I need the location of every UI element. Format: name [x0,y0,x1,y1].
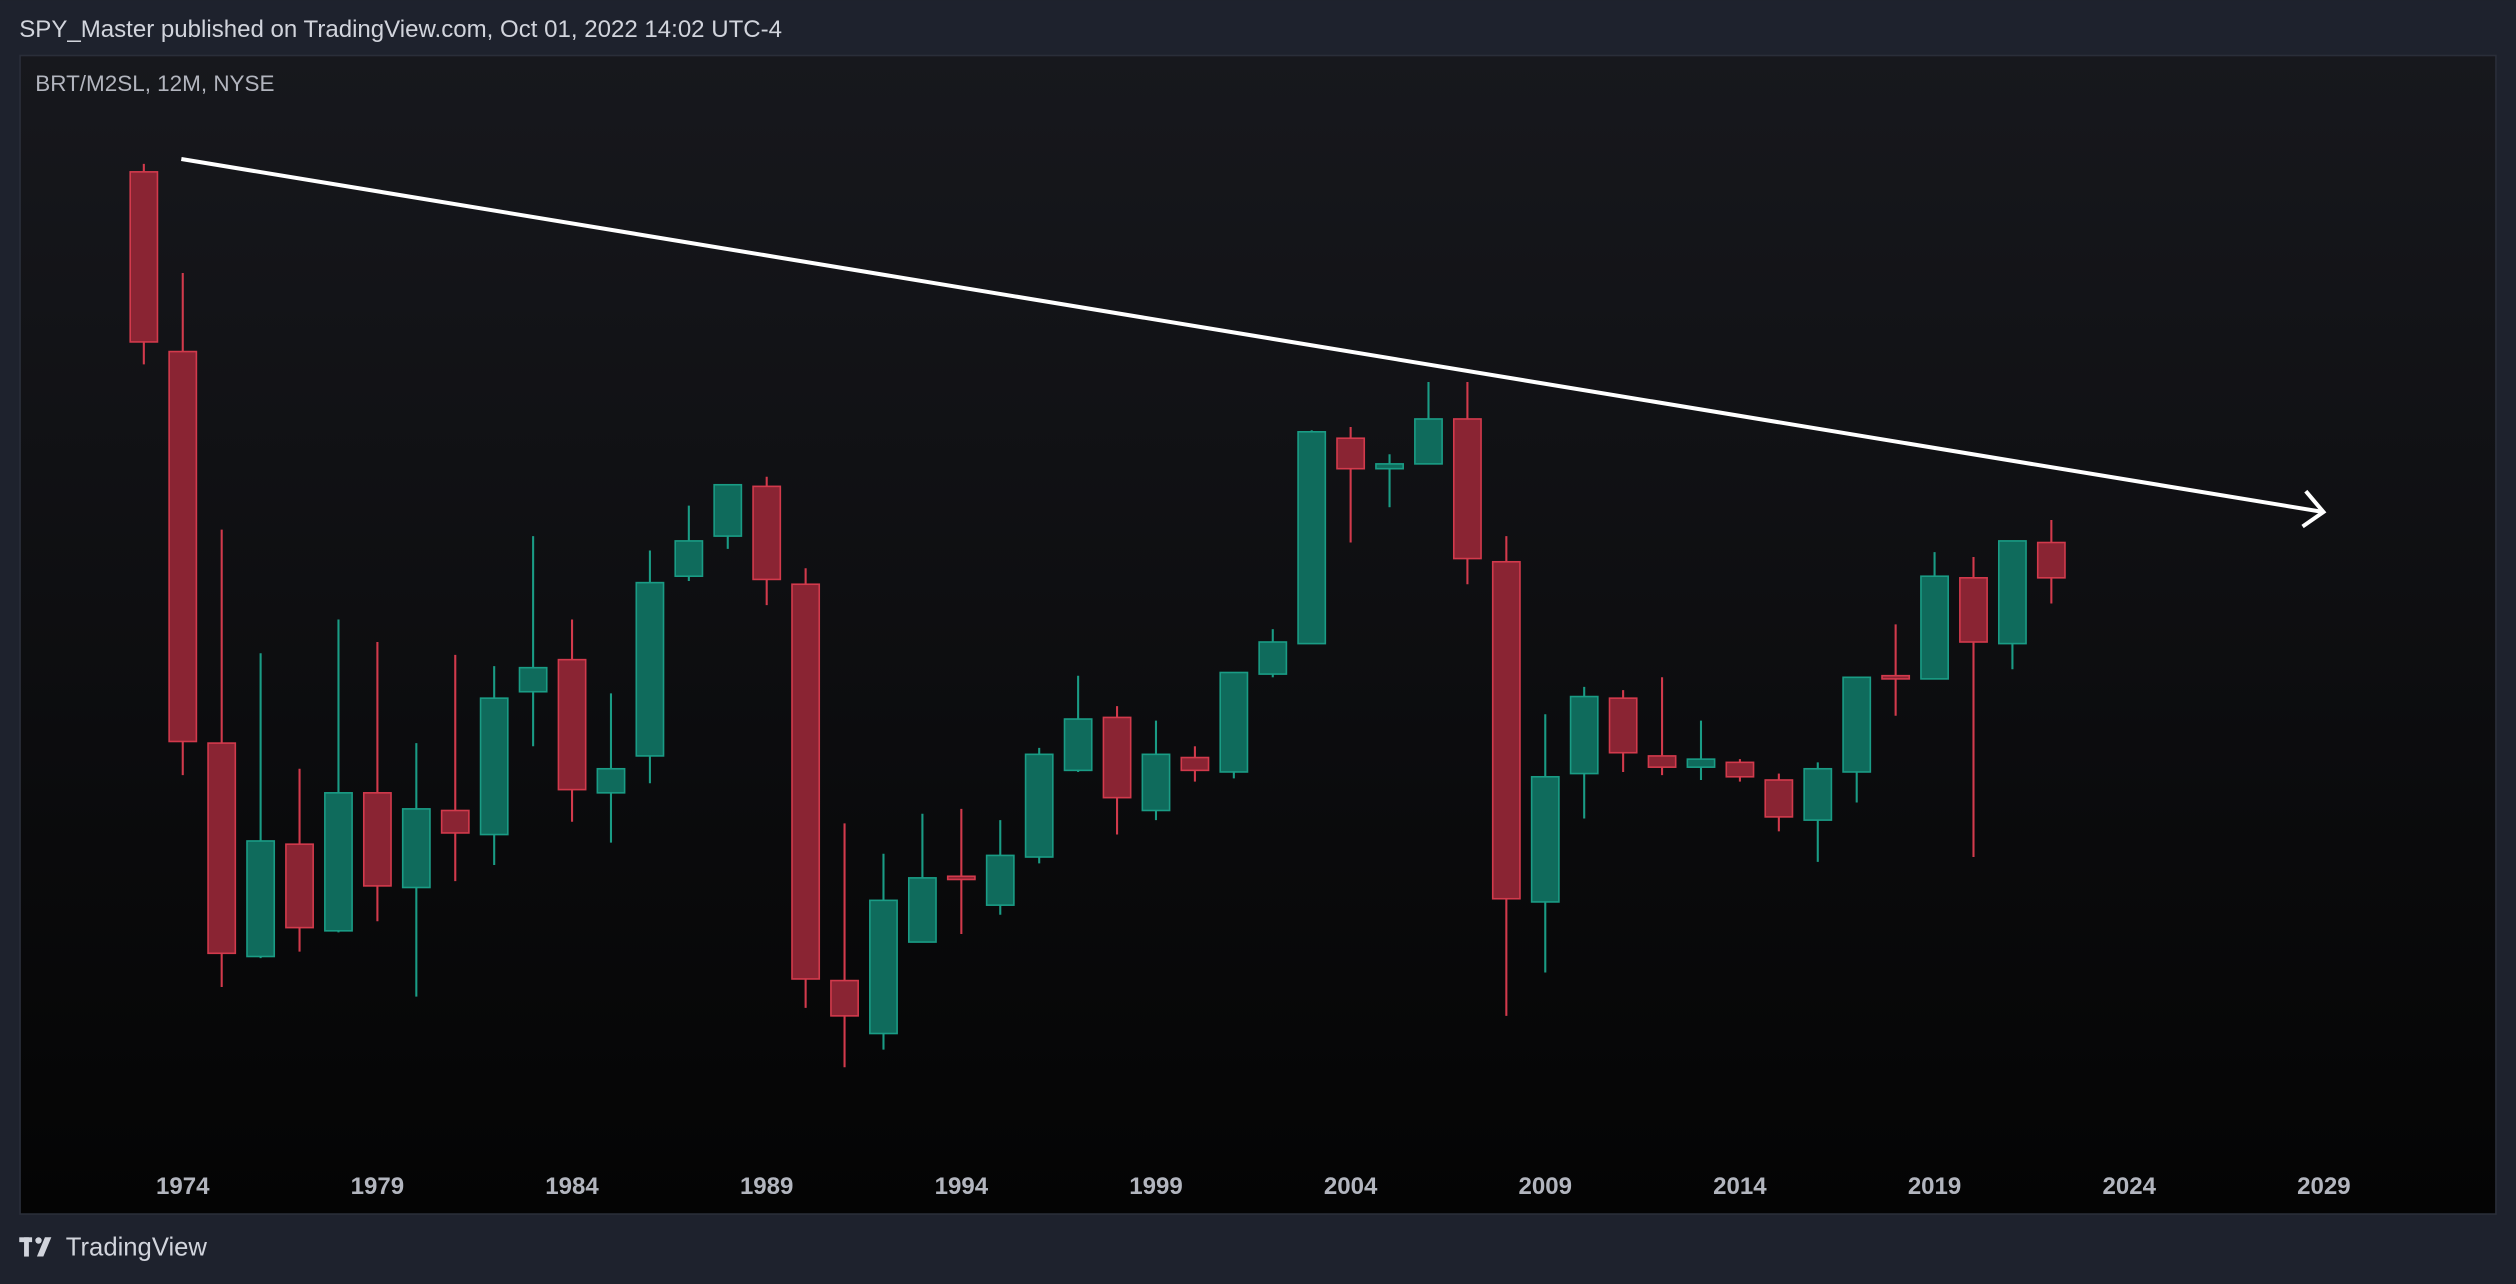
candle-body [207,742,237,955]
candle-body [1024,753,1054,858]
candle-body [635,581,665,757]
candle-body [830,979,859,1017]
x-tick-label: 1979 [351,1173,405,1200]
candle-body [1297,430,1327,645]
x-tick-label: 2004 [1324,1173,1378,1200]
candle-body [1920,575,1949,680]
candle-body [1686,758,1716,768]
x-tick-label: 1994 [935,1173,989,1200]
candle-body [1219,671,1249,773]
x-tick-label: 2019 [1908,1173,1962,1200]
candle-body [1180,756,1210,772]
candle-body [1141,753,1171,812]
trend-line [180,157,2324,515]
candle-body [1842,676,1872,773]
candle-body [1608,697,1638,754]
candle-body [985,854,1015,906]
logo-part [24,1237,29,1257]
plot-area: 1974 1979 1984 1989 1994 1999 2004 2009 2014 2019… [129,163,2351,1200]
x-tick-label: 2014 [1713,1173,1767,1200]
candle-body [1375,463,1404,470]
candle-body [1336,437,1366,470]
candle-body [479,697,509,836]
candle-body [1414,418,1443,465]
candle-body [1803,767,1833,821]
candle-body [869,899,898,1035]
x-tick-label: 2029 [2297,1173,2351,1200]
candle-body [946,875,976,881]
candle-body [557,658,587,791]
candle-body [1959,577,1988,643]
candle-body [1063,718,1093,772]
candle-body [674,540,704,578]
candle-body [1102,716,1132,799]
candle-body [1725,761,1755,778]
x-tick-label: 1974 [156,1173,210,1200]
footer-brand: TradingView [66,1233,208,1261]
trend-arrowhead [2301,489,2327,529]
candle-body [1647,755,1677,768]
candle-body [791,583,821,980]
candle-body [1764,779,1794,818]
candle-body [713,483,743,537]
x-tick-label: 1989 [740,1173,794,1200]
x-tick-label: 1999 [1129,1173,1183,1200]
candle-body [1997,540,2027,645]
candle-body [907,877,937,943]
x-tick-label: 2009 [1519,1173,1572,1200]
candle-body [129,171,159,343]
candle-body [1491,560,1521,900]
candle-body [168,350,198,743]
candle-body [246,840,276,958]
candle-body [362,792,392,887]
chart-panel [19,54,2497,1215]
chart-title: BRT/M2SL, 12M, NYSE [35,71,274,96]
candle-body [1530,775,1560,903]
candle-body [1569,695,1599,775]
footer-logo [19,1237,52,1257]
candle-body [401,808,431,889]
candle-body [1452,418,1482,560]
candle-body [518,666,548,693]
candle-body [324,792,353,932]
logo-part [36,1237,52,1257]
candle-body [752,485,782,581]
candle-body [1881,674,1911,680]
x-tick-label: 1984 [545,1173,599,1200]
candle-body [596,767,626,794]
logo-part [35,1237,42,1244]
publish-info: SPY_Master published on TradingView.com,… [19,16,782,43]
candle-body [285,843,314,929]
candle-body [1258,641,1288,675]
candle-body [440,809,470,834]
x-tick-label: 2024 [2102,1173,2156,1200]
candle-body [2036,541,2066,579]
